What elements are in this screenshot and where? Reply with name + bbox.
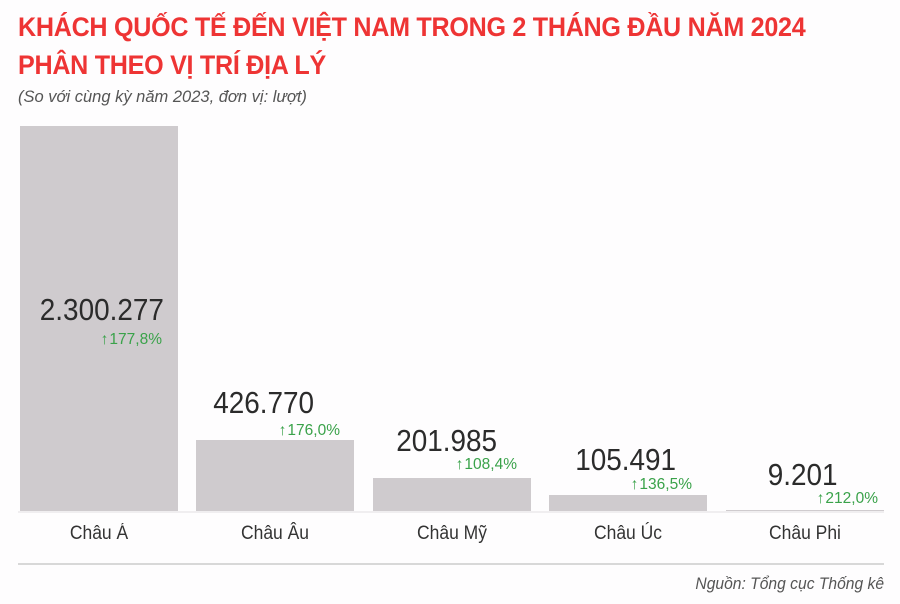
value-label-chau-my: 201.985 <box>396 423 497 458</box>
up-arrow-icon: ↑ <box>630 476 639 493</box>
category-label-chau-phi: Châu Phi <box>769 523 841 544</box>
change-label-chau-phi: ↑212,0% <box>816 490 878 507</box>
chart-subtitle: (So với cùng kỳ năm 2023, đơn vị: lượt) <box>18 88 307 106</box>
up-arrow-icon: ↑ <box>816 490 825 507</box>
chart-title-line-1: KHÁCH QUỐC TẾ ĐẾN VIỆT NAM TRONG 2 THÁNG… <box>18 12 806 42</box>
source-note: Nguồn: Tổng cục Thống kê <box>695 574 884 593</box>
change-label-chau-au: ↑176,0% <box>278 422 340 439</box>
value-label-chau-au: 426.770 <box>213 385 314 420</box>
chart-baseline <box>18 511 884 513</box>
value-label-chau-phi: 9.201 <box>768 457 838 492</box>
category-label-chau-au: Châu Âu <box>240 523 310 544</box>
value-label-chau-uc: 105.491 <box>575 442 676 477</box>
chart-title-line-2: PHÂN THEO VỊ TRÍ ĐỊA LÝ <box>18 50 326 80</box>
bar-chau-uc <box>549 495 707 512</box>
value-label-chau-a: 2.300.277 <box>39 292 164 327</box>
category-label-chau-uc: Châu Úc <box>593 523 662 544</box>
category-label-chau-a: Châu Á <box>69 523 129 544</box>
up-arrow-icon: ↑ <box>455 456 464 473</box>
change-label-chau-uc: ↑136,5% <box>630 476 692 493</box>
bar-chau-a <box>20 126 178 512</box>
up-arrow-icon: ↑ <box>278 422 287 439</box>
category-label-chau-my: Châu Mỹ <box>417 523 487 544</box>
change-label-chau-my: ↑108,4% <box>455 456 517 473</box>
footer-divider <box>18 563 884 565</box>
up-arrow-icon: ↑ <box>100 331 109 348</box>
bar-chau-au <box>196 440 354 512</box>
bar-chau-my <box>373 478 531 512</box>
change-label-chau-a: ↑177,8% <box>100 331 162 348</box>
